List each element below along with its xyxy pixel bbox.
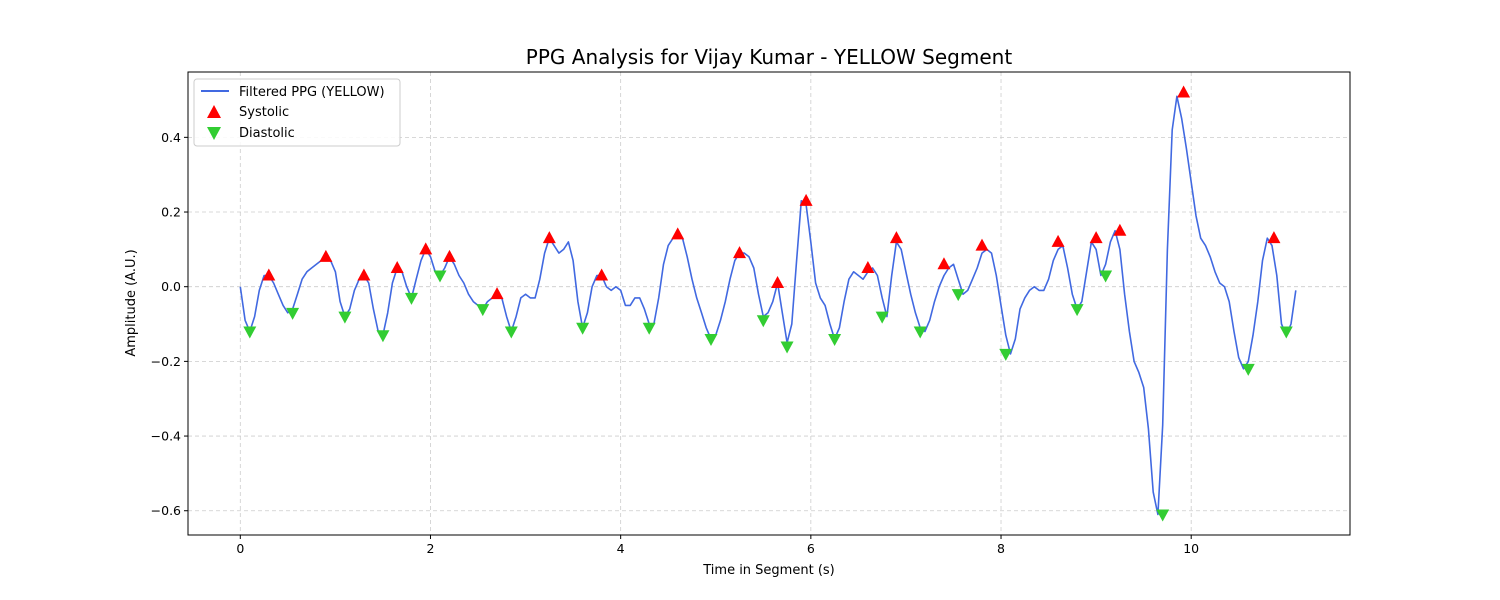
diastolic-marker [780, 341, 794, 354]
y-tick-label: −0.6 [151, 503, 181, 518]
x-tick-label: 4 [617, 541, 625, 556]
y-tick-label: 0.2 [161, 205, 181, 220]
x-tick-label: 0 [236, 541, 244, 556]
systolic-marker [319, 249, 333, 262]
diastolic-marker [433, 270, 447, 283]
systolic-marker [671, 227, 685, 240]
plot-frame [187, 71, 1351, 536]
systolic-marker [390, 261, 404, 274]
y-tick-label: −0.4 [151, 429, 181, 444]
legend: Filtered PPG (YELLOW) Systolic Diastolic [193, 78, 401, 147]
systolic-marker [262, 268, 276, 281]
x-axis-label: Time in Segment (s) [702, 563, 834, 578]
y-tick-label: 0.0 [161, 279, 181, 294]
diastolic-marker [476, 304, 490, 317]
x-tick-label: 8 [997, 541, 1005, 556]
diastolic-marker [504, 326, 518, 339]
diastolic-marker [951, 289, 965, 302]
systolic-marker [595, 268, 609, 281]
systolic-marker [861, 261, 875, 274]
systolic-marker [1051, 234, 1065, 247]
legend-diastolic-swatch [207, 127, 221, 140]
legend-systolic-swatch [207, 105, 221, 118]
diastolic-marker [376, 330, 390, 343]
diastolic-marker [1156, 509, 1170, 522]
diastolic-marker [286, 307, 300, 320]
systolic-marker [937, 257, 951, 270]
chart-title: PPG Analysis for Vijay Kumar - YELLOW Se… [526, 45, 1013, 69]
diastolic-marker [338, 311, 352, 324]
y-tick-label: 0.4 [161, 130, 181, 145]
systolic-marker [1113, 223, 1127, 236]
legend-label-diastolic: Diastolic [239, 126, 295, 141]
legend-label-filtered: Filtered PPG (YELLOW) [239, 85, 385, 100]
systolic-marker [442, 249, 456, 262]
y-tick-label: −0.2 [151, 354, 181, 369]
systolic-marker [799, 193, 813, 206]
systolic-marker [771, 275, 785, 288]
diastolic-marker [875, 311, 889, 324]
systolic-marker [357, 268, 371, 281]
systolic-marker [490, 287, 504, 300]
diastolic-marker [756, 315, 770, 328]
y-axis-label: Amplitude (A.U.) [124, 249, 139, 356]
diastolic-marker [576, 322, 590, 335]
systolic-marker [733, 246, 747, 259]
legend-label-systolic: Systolic [239, 105, 289, 120]
tick-layer: 0 2 4 6 8 10 −0.6 −0.4 −0.2 0.0 0.2 0.4 [151, 130, 1200, 556]
diastolic-marker [404, 292, 418, 305]
x-tick-label: 2 [427, 541, 435, 556]
ppg-signal-line [239, 95, 1297, 516]
systolic-marker [975, 238, 989, 251]
diastolic-marker [999, 348, 1013, 361]
diastolic-marker [828, 333, 842, 346]
legend-box [193, 78, 401, 147]
diastolic-marker [704, 333, 718, 346]
diastolic-marker [913, 326, 927, 339]
systolic-marker [889, 231, 903, 244]
diastolic-marker [1070, 304, 1084, 317]
diastolic-marker [243, 326, 257, 339]
diastolic-marker [1241, 363, 1255, 376]
diastolic-marker [1279, 326, 1293, 339]
systolic-marker [1267, 231, 1281, 244]
x-tick-label: 6 [807, 541, 815, 556]
systolic-marker [1177, 85, 1191, 98]
systolic-marker [542, 231, 556, 244]
diastolic-marker [1099, 270, 1113, 283]
systolic-marker [419, 242, 433, 255]
diastolic-marker [642, 322, 656, 335]
systolic-marker [1089, 231, 1103, 244]
x-tick-label: 10 [1183, 541, 1199, 556]
plot-layer [239, 85, 1297, 522]
